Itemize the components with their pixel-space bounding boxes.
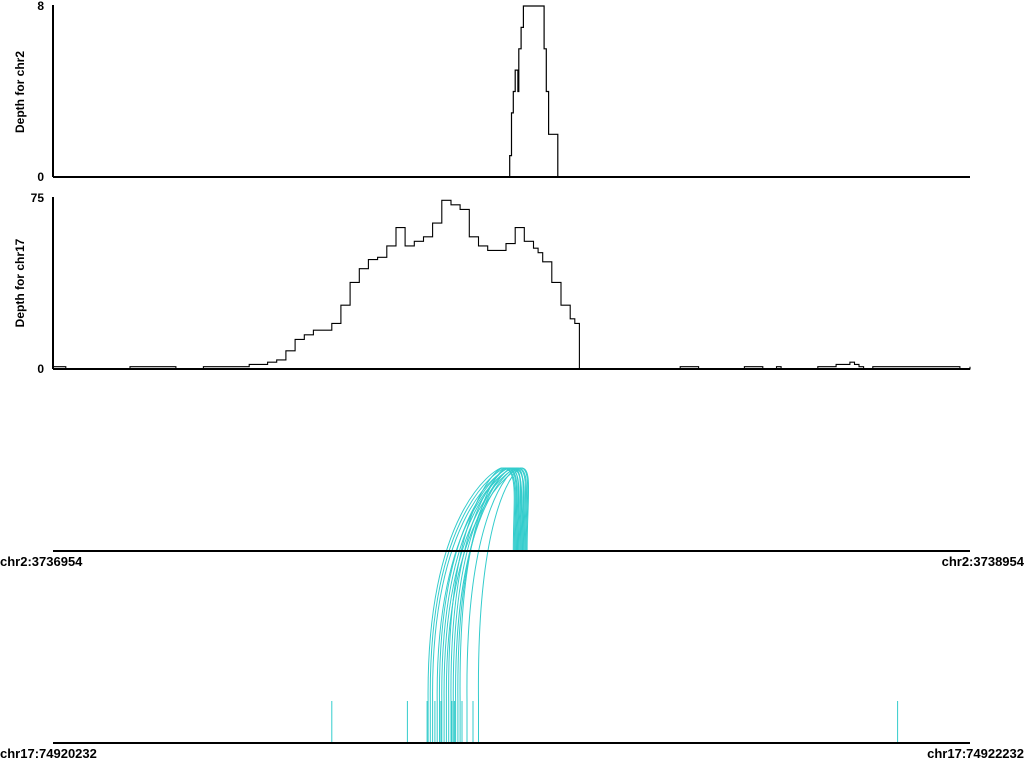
chr2-end-label: chr2:3738954 [942, 554, 1024, 569]
split-read-arc [427, 467, 515, 702]
chr17-depth-ytick-zero: 0 [37, 362, 44, 376]
split-read-arc [466, 467, 528, 702]
split-read-arc [477, 467, 530, 702]
split-read-arc [455, 467, 524, 702]
split-read-arc [445, 467, 529, 702]
split-read-arcs [427, 467, 530, 702]
split-read-panel: chr2:3736954 chr2:3738954 chr17:74920232… [0, 467, 1024, 761]
chr2-depth-panel: Depth for chr2 8 0 [13, 0, 970, 184]
split-read-arc [429, 467, 517, 702]
chr17-depth-ytick-max: 75 [31, 191, 45, 205]
unpaired-read-ticks [331, 701, 899, 743]
chr17-depth-panel: Depth for chr17 75 0 [13, 191, 971, 376]
chr17-end-label: chr17:74922232 [927, 746, 1024, 761]
chr2-depth-ylabel: Depth for chr2 [13, 51, 27, 133]
chr17-depth-ylabel: Depth for chr17 [13, 238, 27, 327]
chr2-start-label: chr2:3736954 [0, 554, 83, 569]
chr17-start-label: chr17:74920232 [0, 746, 97, 761]
split-read-arc [450, 467, 520, 702]
split-read-arc [432, 467, 519, 702]
chr2-depth-ytick-zero: 0 [37, 170, 44, 184]
split-read-arc [457, 467, 525, 702]
chr2-depth-ytick-max: 8 [37, 0, 44, 13]
split-read-arc [448, 467, 516, 702]
chr17-depth-line [53, 199, 971, 370]
chr2-depth-line [53, 5, 970, 178]
split-read-arc [459, 467, 518, 702]
